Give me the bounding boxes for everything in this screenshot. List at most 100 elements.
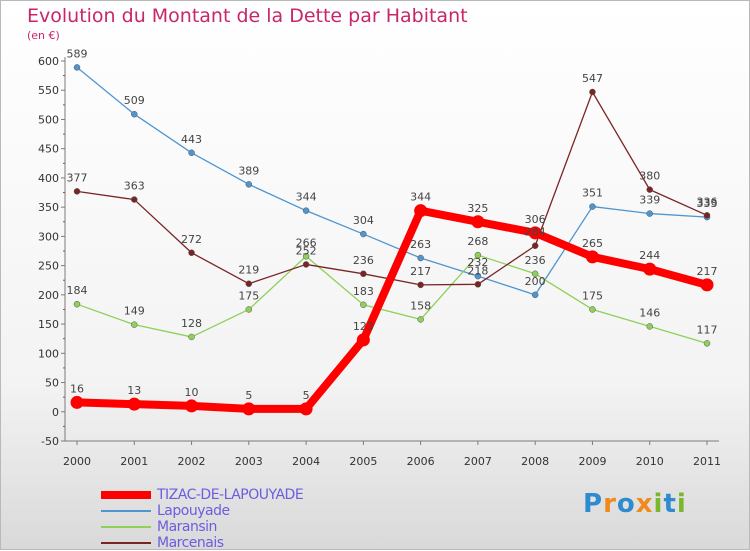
data-point xyxy=(531,242,539,249)
data-label: 306 xyxy=(525,213,546,226)
data-label: 218 xyxy=(467,264,488,277)
data-label: 183 xyxy=(353,285,374,298)
data-point xyxy=(417,316,424,323)
data-point xyxy=(414,204,428,218)
legend-item: Maransin xyxy=(101,519,303,535)
data-label: 351 xyxy=(582,187,603,200)
y-tick-label: 350 xyxy=(38,201,59,214)
y-tick-label: 450 xyxy=(38,143,59,156)
data-label: 175 xyxy=(238,289,259,302)
data-label: 146 xyxy=(639,306,660,319)
data-point xyxy=(531,270,539,278)
data-point xyxy=(589,203,596,210)
legend-swatch xyxy=(101,491,151,499)
data-label: 325 xyxy=(467,202,488,215)
data-label: 217 xyxy=(410,265,431,278)
data-point xyxy=(188,249,195,257)
data-label: 380 xyxy=(639,170,660,183)
data-label: 389 xyxy=(238,164,259,177)
data-point xyxy=(131,321,138,328)
data-point xyxy=(703,212,711,219)
data-label: 16 xyxy=(70,382,84,395)
data-point xyxy=(700,278,714,292)
x-tick-label: 2004 xyxy=(292,455,320,468)
x-tick-label: 2007 xyxy=(464,455,492,468)
data-label: 272 xyxy=(181,233,202,246)
data-point xyxy=(474,251,482,259)
data-label: 344 xyxy=(296,191,317,204)
data-point xyxy=(70,395,84,409)
data-label: 149 xyxy=(124,305,145,318)
data-label: 443 xyxy=(181,133,202,146)
x-tick-label: 2003 xyxy=(235,455,263,468)
legend-label: TIZAC-DE-LAPOUYADE xyxy=(157,487,304,503)
data-label: 268 xyxy=(467,235,488,248)
data-point xyxy=(302,207,310,214)
y-tick-label: 200 xyxy=(38,289,59,302)
data-point xyxy=(131,110,138,118)
data-label: 13 xyxy=(127,384,141,397)
data-point xyxy=(73,64,81,71)
data-point xyxy=(417,254,424,262)
data-point xyxy=(185,399,199,413)
series-lapouyade xyxy=(73,64,711,299)
data-point xyxy=(646,186,653,193)
y-tick-label: 400 xyxy=(38,172,59,185)
y-tick-label: 300 xyxy=(38,230,59,243)
data-label: 589 xyxy=(67,47,88,60)
data-label: 363 xyxy=(124,180,145,193)
y-tick-label: 500 xyxy=(38,113,59,126)
data-label: 265 xyxy=(582,237,603,250)
data-label: 244 xyxy=(639,249,660,262)
legend-label: Lapouyade xyxy=(157,503,230,519)
data-label: 5 xyxy=(303,389,310,402)
legend-item: Marcenais xyxy=(101,535,303,551)
legend-swatch xyxy=(101,526,151,528)
data-label: 184 xyxy=(67,284,88,297)
data-labels: 589 509 443 389 344 304 263 232 200 351 339 333 184 1… xyxy=(67,47,718,401)
x-tick-label: 2005 xyxy=(349,455,377,468)
data-point xyxy=(474,272,482,280)
data-label: 123 xyxy=(353,320,374,333)
series-line xyxy=(76,91,708,286)
data-label: 5 xyxy=(245,389,252,402)
data-point xyxy=(245,306,253,313)
axes: -50 0 50 100 150 200 250 300 350 400 450 500 550 600 2… xyxy=(38,55,721,468)
y-tick-label: 0 xyxy=(52,406,59,419)
data-point xyxy=(302,253,310,260)
data-label: 219 xyxy=(238,264,259,277)
data-point xyxy=(589,88,596,96)
data-point xyxy=(73,300,81,308)
proxiti-logo: Proxiti xyxy=(583,489,687,519)
data-point xyxy=(643,262,657,276)
data-point xyxy=(360,230,367,238)
data-point xyxy=(127,397,141,411)
legend: TIZAC-DE-LAPOUYADE Lapouyade Maransin Marce… xyxy=(101,487,304,551)
data-point xyxy=(585,250,599,264)
series-line xyxy=(76,254,708,345)
data-label: 344 xyxy=(410,191,431,204)
data-label: 158 xyxy=(410,299,431,312)
y-tick-label: 150 xyxy=(38,318,59,331)
data-point xyxy=(299,402,313,416)
legend-label: Maransin xyxy=(157,519,217,535)
data-point xyxy=(417,281,424,289)
data-point xyxy=(531,291,539,299)
data-label: 509 xyxy=(124,94,145,107)
data-point xyxy=(242,402,256,416)
data-label: 547 xyxy=(582,72,603,85)
data-label: 217 xyxy=(697,265,718,278)
series-line xyxy=(76,66,708,296)
data-point xyxy=(188,149,195,157)
y-tick-label: 100 xyxy=(38,347,59,360)
data-label: 175 xyxy=(582,289,603,302)
legend-item: TIZAC-DE-LAPOUYADE xyxy=(101,487,304,503)
y-tick-label: -50 xyxy=(41,435,59,448)
data-label: 232 xyxy=(467,256,488,269)
data-point xyxy=(646,210,653,217)
series-layer xyxy=(70,64,714,416)
x-tick-label: 2002 xyxy=(178,455,206,468)
data-label: 252 xyxy=(296,244,317,257)
data-point xyxy=(188,333,195,341)
